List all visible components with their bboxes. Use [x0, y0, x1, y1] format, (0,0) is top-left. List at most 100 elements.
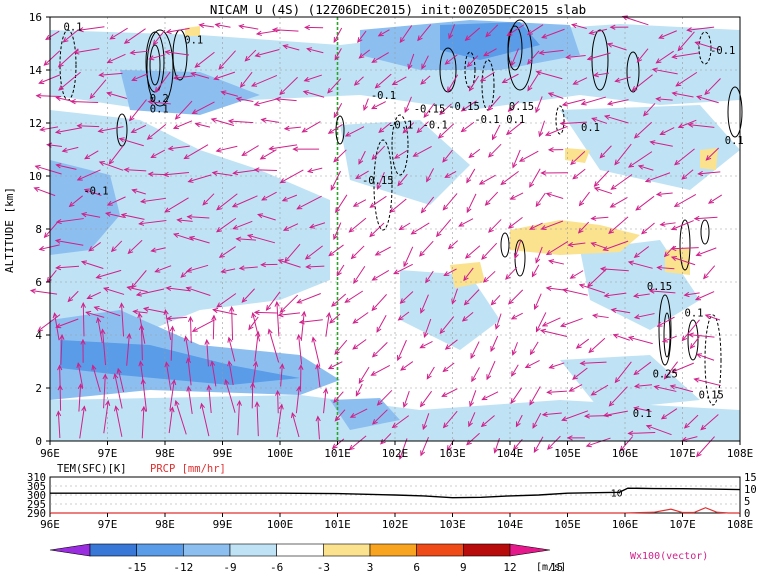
colorbar-box — [370, 544, 417, 556]
wind-vector — [213, 316, 214, 340]
y-tick-label: 12 — [29, 117, 42, 130]
contour-label: -0.1 — [423, 119, 448, 131]
x-tick-label: 96E — [40, 447, 60, 460]
colorbar-box — [230, 544, 277, 556]
tem-line-label: 10 — [611, 488, 623, 499]
panel-x-axis: 96E 97E 98E 99E 100E 101E 102E 103E 104E 105E 106E… — [40, 513, 753, 531]
panel-x-tick-label: 97E — [98, 518, 118, 531]
tem-legend-label: TEM(SFC)[K] — [57, 463, 127, 475]
colorbar-tick-label: -15 — [127, 561, 147, 574]
panel-x-tick-label: 98E — [155, 518, 175, 531]
contour-label: 0.1 — [581, 122, 600, 134]
colorbar-box — [323, 544, 370, 556]
panel-x-tick-label: 107E — [669, 518, 696, 531]
y-tick-label: 2 — [35, 382, 42, 395]
contour-label: 0.1 — [64, 21, 83, 33]
colorbar-box — [417, 544, 464, 556]
contour-label: 0.1 — [725, 135, 744, 147]
prcp-tick-label: 10 — [744, 484, 757, 496]
wind-vector — [255, 170, 277, 171]
y-tick-label: 10 — [29, 170, 42, 183]
panel-x-tick-label: 105E — [554, 518, 581, 531]
colorbar-box — [90, 544, 137, 556]
contour-label: 0.15 — [509, 101, 534, 113]
y-axis: 0 2 4 6 8 10 12 14 16 — [29, 11, 50, 448]
panel-x-tick-label: 99E — [213, 518, 233, 531]
contour-label: -0.15 — [414, 103, 446, 115]
x-tick-label: 101E — [324, 447, 351, 460]
x-tick-label: 108E — [727, 447, 754, 460]
y-tick-label: 4 — [35, 329, 42, 342]
x-tick-label: 100E — [267, 447, 294, 460]
colorbar-box — [463, 544, 510, 556]
contour-label: 0.25 — [653, 368, 678, 380]
panel-x-tick-label: 103E — [439, 518, 466, 531]
panel-x-tick-label: 100E — [267, 518, 294, 531]
panel-x-tick-label: 106E — [612, 518, 639, 531]
contour-label: 0.1 — [685, 307, 704, 319]
colorbar-box — [183, 544, 230, 556]
contour-label: -0.1 — [83, 186, 108, 198]
colorbar-tick-label: 6 — [413, 561, 420, 574]
x-tick-label: 106E — [612, 447, 639, 460]
contour-label: 0.1 — [184, 35, 203, 47]
y-tick-label: 0 — [35, 435, 42, 448]
x-tick-label: 99E — [213, 447, 233, 460]
panel-x-tick-label: 108E — [727, 518, 754, 531]
colorbar-tick-label: -6 — [270, 561, 283, 574]
colorbar-tick-label: -3 — [317, 561, 330, 574]
panel-x-tick-label: 104E — [497, 518, 524, 531]
colorbar-high-arrow — [510, 544, 550, 556]
contour-label: -0.1 — [371, 90, 396, 102]
x-tick-label: 105E — [554, 447, 581, 460]
y-tick-label: 16 — [29, 11, 42, 24]
contour-label: -0.15 — [448, 101, 480, 113]
colorbar-boxes — [50, 544, 550, 556]
colorbar-tick-label: 9 — [460, 561, 467, 574]
chart-title: NICAM U (4S) (12Z06DEC2015) init:00Z05DE… — [210, 2, 586, 17]
wind-vector — [278, 391, 279, 413]
colorbar-box — [277, 544, 324, 556]
y-tick-label: 8 — [35, 223, 42, 236]
x-tick-label: 98E — [155, 447, 175, 460]
contour-label: -0.15 — [362, 175, 394, 187]
contour-label: -0.1 — [388, 119, 413, 131]
y-tick-label: 6 — [35, 276, 42, 289]
y-axis-label: ALTITUDE [km] — [3, 187, 16, 273]
wind-vector — [255, 312, 277, 313]
contour-label: -0.1 — [474, 114, 499, 126]
vector-scale-label: Wx100(vector) — [630, 551, 708, 562]
contour-label: -0.1 — [710, 45, 735, 57]
time-series-panel: TEM(SFC)[K] PRCP [mm/hr] 10 310305300295… — [27, 463, 757, 531]
x-tick-label: 97E — [98, 447, 118, 460]
contour-label: 0.1 — [506, 114, 525, 126]
colorbar-tick-label: -12 — [173, 561, 193, 574]
x-tick-label: 107E — [669, 447, 696, 460]
colorbar-tick-label: 3 — [367, 561, 374, 574]
prcp-tick-label: 15 — [744, 472, 757, 484]
contour-label: 0.15 — [699, 390, 724, 402]
main-plot: 0.10.10.20.1-0.1-0.1-0.15-0.1-0.1-0.15-0… — [29, 11, 754, 460]
panel-x-tick-label: 101E — [324, 518, 351, 531]
contour-label: 0.1 — [633, 408, 652, 420]
contour-label: 0.1 — [150, 103, 169, 115]
y-tick-label: 14 — [29, 64, 43, 77]
prcp-tick-label: 5 — [744, 496, 750, 508]
colorbar-low-arrow — [50, 544, 90, 556]
contour-label: 0.15 — [647, 281, 672, 293]
colorbar-tick-label: 12 — [503, 561, 516, 574]
x-tick-label: 102E — [382, 447, 409, 460]
colorbar-unit: [m/s] — [536, 562, 566, 573]
panel-x-tick-label: 102E — [382, 518, 409, 531]
colorbar-tick-label: -9 — [223, 561, 236, 574]
wind-vector — [585, 416, 612, 417]
panel-x-tick-label: 96E — [40, 518, 60, 531]
colorbar-box — [137, 544, 184, 556]
x-tick-label: 104E — [497, 447, 524, 460]
